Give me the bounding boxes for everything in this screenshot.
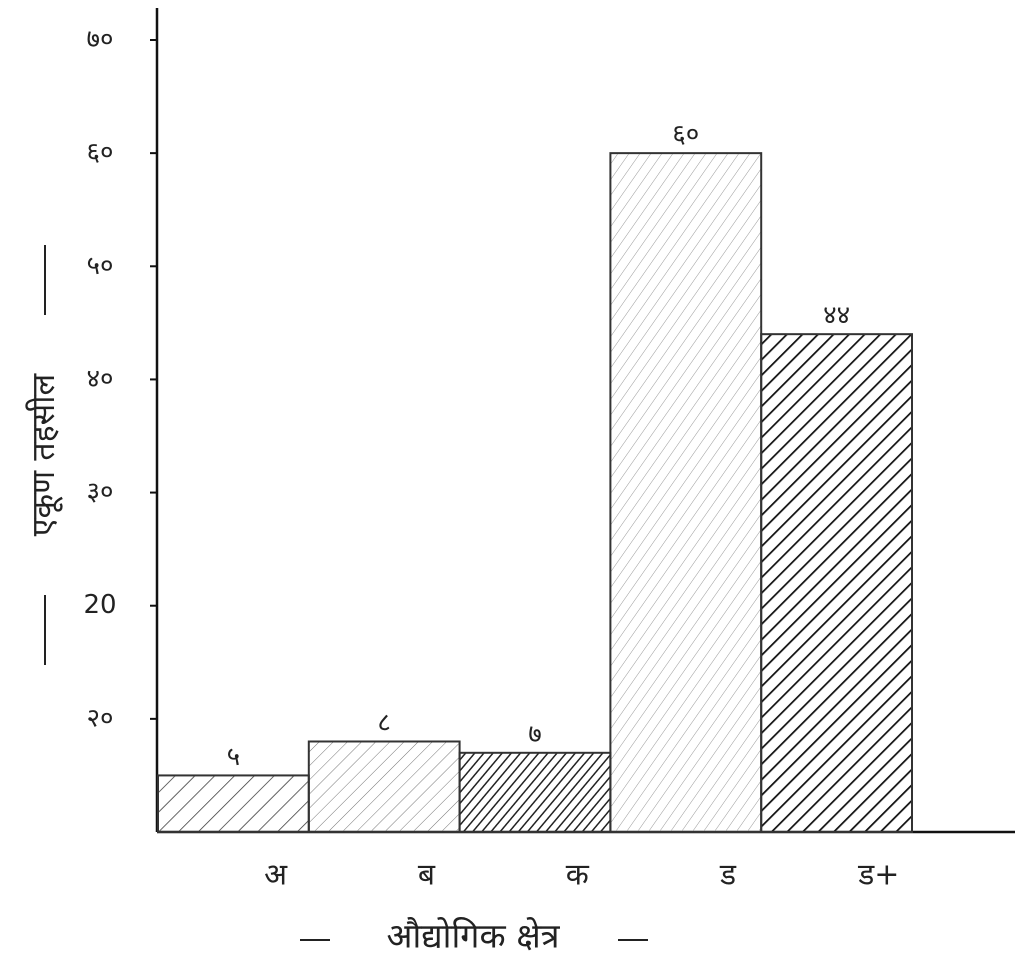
y-axis-title: एकूण तहसील: [24, 372, 63, 536]
y-tick-label: २०: [86, 703, 113, 733]
value-label: ७: [528, 719, 542, 749]
value-label: ६०: [672, 120, 699, 150]
y-tick-label: 20: [83, 590, 116, 620]
value-label: ५: [227, 742, 241, 772]
y-tick-label: ४०: [86, 364, 113, 394]
x-tick-label: ड+: [857, 858, 899, 893]
x-tick-label: क: [566, 858, 590, 893]
x-tick-label: ड: [719, 858, 737, 893]
value-label: ४४: [823, 301, 850, 331]
y-axis-title-group: एकूण तहसील: [24, 245, 63, 665]
x-tick-label: ब: [418, 858, 436, 893]
bar: [458, 751, 612, 833]
x-tick-label: अ: [264, 858, 288, 893]
x-axis-title: औद्योगिक क्षेत्र: [386, 917, 560, 957]
y-tick-label: ७०: [86, 25, 113, 55]
bar: [760, 333, 914, 833]
y-tick-label: ३०: [86, 477, 113, 507]
y-tick-label: ६०: [86, 138, 113, 168]
bar: [609, 152, 763, 833]
bar: [157, 774, 310, 834]
bar: [307, 740, 461, 833]
value-label: ८: [377, 708, 391, 738]
y-tick-label: ५०: [86, 251, 113, 281]
